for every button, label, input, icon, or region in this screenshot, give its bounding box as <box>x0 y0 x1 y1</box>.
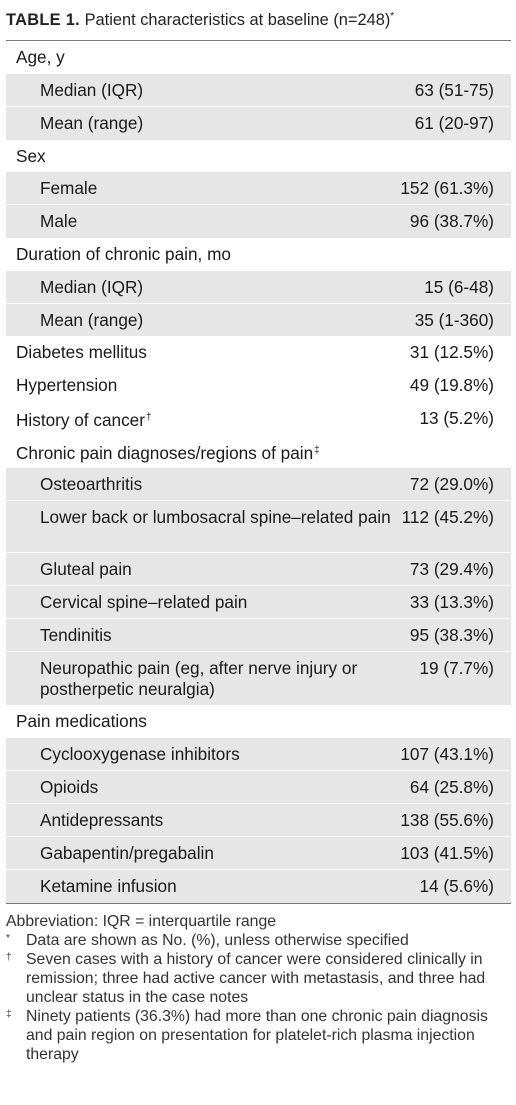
row-label: Gluteal pain <box>40 558 132 579</box>
row-label: Sex <box>16 145 46 166</box>
table-row: Cyclooxygenase inhibitors 107 (43.1%) <box>6 738 511 771</box>
footnote-text: Ninety patients (36.3%) had more than on… <box>26 1008 488 1063</box>
title-footnote-mark: * <box>390 11 395 22</box>
table-caption: TABLE 1. Patient characteristics at base… <box>6 6 511 31</box>
row-label: Male <box>40 211 78 231</box>
row-value: 13 (5.2%) <box>419 408 494 428</box>
table-row: Female 152 (61.3%) <box>6 172 511 205</box>
table-row: Median (IQR) 63 (51-75) <box>6 74 511 107</box>
row-value: 64 (25.8%) <box>409 776 494 797</box>
row-label: Lower back or lumbosacral spine–related … <box>40 507 391 527</box>
row-value: 61 (20-97) <box>414 113 494 133</box>
footnote-mark: ‡ <box>314 444 320 456</box>
footnote-text: Seven cases with a history of cancer wer… <box>26 951 486 1006</box>
footnote-mark: † <box>145 411 152 423</box>
footnote-symbol: ‡ <box>6 1009 12 1020</box>
row-label: Mean (range) <box>40 309 144 330</box>
table-row: Osteoarthritis 72 (29.0%) <box>6 468 511 501</box>
row-label: Median (IQR) <box>40 79 144 100</box>
footnote: † Seven cases with a history of cancer w… <box>6 950 511 1007</box>
table-row: History of cancer† 13 (5.2%) <box>6 402 511 435</box>
row-label: Duration of chronic pain, mo <box>16 244 231 264</box>
row-label: Female <box>40 177 98 198</box>
row-label: History of cancer† <box>16 409 152 430</box>
row-value: 49 (19.8%) <box>409 375 494 395</box>
table-row: Age, y <box>6 41 511 74</box>
row-label: Diabetes mellitus <box>16 342 147 362</box>
table-row: Pain medications <box>6 705 511 738</box>
row-label: Osteoarthritis <box>40 473 143 494</box>
row-value: 107 (43.1%) <box>400 743 494 764</box>
row-label: Cervical spine–related pain <box>40 591 248 612</box>
row-value: 96 (38.7%) <box>409 211 494 231</box>
table-row: Diabetes mellitus 31 (12.5%) <box>6 336 511 369</box>
footnote-text: Data are shown as No. (%), unless otherw… <box>26 932 409 949</box>
table-row: Ketamine infusion 14 (5.6%) <box>6 870 511 903</box>
row-label: Mean (range) <box>40 113 144 133</box>
abbreviation-note: Abbreviation: IQR = interquartile range <box>6 913 277 930</box>
table-row: Male 96 (38.7%) <box>6 205 511 238</box>
row-label: Ketamine infusion <box>40 876 177 896</box>
row-value: 33 (13.3%) <box>409 591 494 612</box>
table-title: Patient characteristics at baseline (n=2… <box>84 11 391 29</box>
row-label: Pain medications <box>16 711 147 731</box>
footnote-symbol: * <box>6 933 10 944</box>
footnote: * Data are shown as No. (%), unless othe… <box>6 931 511 950</box>
row-value: 35 (1-360) <box>414 309 494 330</box>
table-row: Neuropathic pain (eg, after nerve injury… <box>6 652 511 705</box>
row-value: 95 (38.3%) <box>409 624 494 645</box>
row-value: 19 (7.7%) <box>419 658 494 678</box>
table-row: Antidepressants 138 (55.6%) <box>6 804 511 837</box>
row-value: 73 (29.4%) <box>409 558 494 579</box>
row-label: Chronic pain diagnoses/regions of pain‡ <box>16 442 320 463</box>
row-label: Opioids <box>40 776 99 797</box>
row-label: Median (IQR) <box>40 276 144 297</box>
row-value: 138 (55.6%) <box>400 809 494 830</box>
footnote: ‡ Ninety patients (36.3%) had more than … <box>6 1007 511 1064</box>
row-value: 15 (6-48) <box>424 276 494 297</box>
row-value: 72 (29.0%) <box>409 473 494 494</box>
row-label: Hypertension <box>16 375 118 395</box>
table-row: Duration of chronic pain, mo <box>6 238 511 271</box>
row-value: 31 (12.5%) <box>409 342 494 362</box>
row-label: Gabapentin/pregabalin <box>40 842 214 863</box>
table-row: Median (IQR) 15 (6-48) <box>6 271 511 304</box>
row-label: Neuropathic pain (eg, after nerve injury… <box>40 658 358 699</box>
table-row: Opioids 64 (25.8%) <box>6 771 511 804</box>
row-label: Antidepressants <box>40 809 164 830</box>
table-footnotes: Abbreviation: IQR = interquartile range … <box>6 912 511 1064</box>
table-row: Cervical spine–related pain 33 (13.3%) <box>6 586 511 619</box>
row-value: 63 (51-75) <box>414 79 494 100</box>
table-row: Lower back or lumbosacral spine–related … <box>6 501 511 553</box>
table-row: Sex <box>6 140 511 172</box>
row-label: Tendinitis <box>40 624 112 645</box>
footnote-symbol: † <box>6 952 12 963</box>
patient-characteristics-table: Age, y Median (IQR) 63 (51-75) Mean (ran… <box>6 40 511 904</box>
table-row: Gabapentin/pregabalin 103 (41.5%) <box>6 837 511 870</box>
row-value: 112 (45.2%) <box>401 507 494 527</box>
row-label: Cyclooxygenase inhibitors <box>40 743 240 764</box>
table-row: Mean (range) 61 (20-97) <box>6 107 511 140</box>
table-row: Chronic pain diagnoses/regions of pain‡ <box>6 435 511 468</box>
table-row: Tendinitis 95 (38.3%) <box>6 619 511 652</box>
table-row: Gluteal pain 73 (29.4%) <box>6 553 511 586</box>
row-value: 14 (5.6%) <box>419 876 494 896</box>
table-row: Hypertension 49 (19.8%) <box>6 369 511 402</box>
table-number: TABLE 1. <box>6 11 81 29</box>
row-value: 152 (61.3%) <box>400 177 494 198</box>
row-value: 103 (41.5%) <box>400 842 494 863</box>
row-label: Age, y <box>16 47 65 67</box>
table-row: Mean (range) 35 (1-360) <box>6 304 511 336</box>
